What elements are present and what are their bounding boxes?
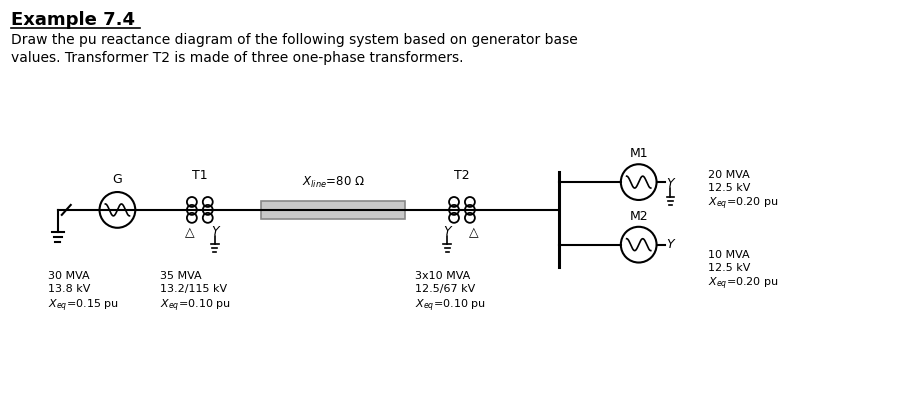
Text: T2: T2 [454, 169, 470, 182]
Text: 35 MVA: 35 MVA [160, 271, 202, 281]
Text: 12.5 kV: 12.5 kV [708, 183, 750, 193]
Text: 20 MVA: 20 MVA [708, 170, 750, 180]
Text: 12.5 kV: 12.5 kV [708, 262, 750, 273]
Text: 30 MVA: 30 MVA [47, 271, 89, 281]
Text: $X_{line}$=80 Ω: $X_{line}$=80 Ω [302, 175, 365, 190]
Text: $X_{eq}$=0.15 pu: $X_{eq}$=0.15 pu [47, 297, 119, 314]
Text: Y: Y [666, 238, 675, 251]
Text: △: △ [469, 226, 478, 239]
Bar [261, 201, 405, 219]
Text: △: △ [185, 226, 194, 239]
Text: values. Transformer T2 is made of three one-phase transformers.: values. Transformer T2 is made of three … [11, 51, 464, 65]
Text: M1: M1 [629, 147, 648, 160]
Text: Draw the pu reactance diagram of the following system based on generator base: Draw the pu reactance diagram of the fol… [11, 33, 578, 47]
Text: 13.8 kV: 13.8 kV [47, 284, 90, 294]
Text: M2: M2 [629, 210, 648, 223]
Text: 10 MVA: 10 MVA [708, 250, 750, 260]
Text: Example 7.4: Example 7.4 [11, 11, 135, 29]
Text: Y: Y [443, 225, 451, 238]
Text: $X_{eq}$=0.10 pu: $X_{eq}$=0.10 pu [415, 297, 487, 314]
Text: 3x10 MVA: 3x10 MVA [415, 271, 470, 281]
Text: 13.2/115 kV: 13.2/115 kV [160, 284, 227, 294]
Text: Y: Y [666, 177, 675, 190]
Text: 12.5/67 kV: 12.5/67 kV [415, 284, 476, 294]
Text: $X_{eq}$=0.20 pu: $X_{eq}$=0.20 pu [708, 275, 779, 292]
Text: $X_{eq}$=0.20 pu: $X_{eq}$=0.20 pu [708, 196, 779, 212]
Text: T1: T1 [192, 169, 207, 182]
Text: Y: Y [211, 225, 218, 238]
Text: $X_{eq}$=0.10 pu: $X_{eq}$=0.10 pu [160, 297, 231, 314]
Text: G: G [112, 173, 122, 186]
